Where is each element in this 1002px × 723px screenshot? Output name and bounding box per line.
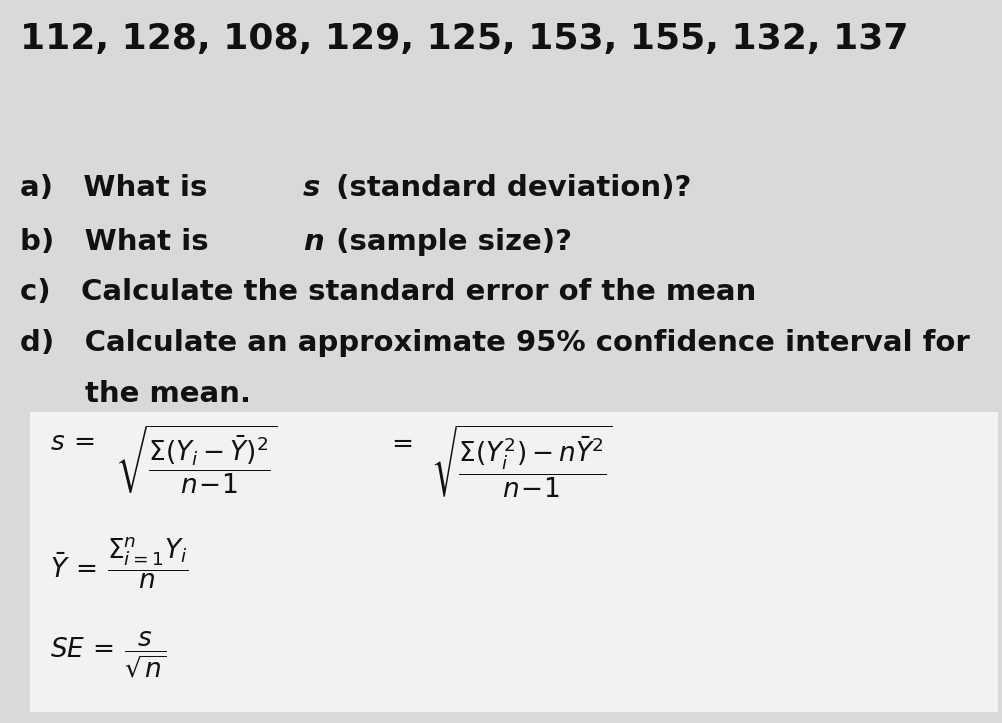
Text: $\bar{Y}\,=\,\dfrac{\Sigma_{i=1}^{n} Y_i}{n}$: $\bar{Y}\,=\,\dfrac{\Sigma_{i=1}^{n} Y_i… (50, 535, 188, 591)
Text: s: s (303, 174, 320, 202)
Text: n: n (303, 228, 324, 256)
Text: the mean.: the mean. (85, 380, 252, 408)
Text: d)   Calculate an approximate 95% confidence interval for: d) Calculate an approximate 95% confiden… (20, 329, 969, 357)
Text: $\sqrt{\dfrac{\Sigma(Y_i - \bar{Y})^2}{n\!-\!1}}$: $\sqrt{\dfrac{\Sigma(Y_i - \bar{Y})^2}{n… (115, 423, 278, 496)
Text: $s\,=$: $s\,=$ (50, 430, 94, 456)
FancyBboxPatch shape (30, 412, 997, 712)
Text: $\sqrt{\dfrac{\Sigma(Y_i^2)-n\bar{Y}^2}{n\!-\!1}}$: $\sqrt{\dfrac{\Sigma(Y_i^2)-n\bar{Y}^2}{… (431, 423, 612, 500)
Text: (standard deviation)?: (standard deviation)? (326, 174, 690, 202)
Text: a)   What is: a) What is (20, 174, 217, 202)
Text: $=$: $=$ (386, 430, 412, 456)
Text: b)   What is: b) What is (20, 228, 218, 256)
Text: $SE\,=\,\dfrac{s}{\sqrt{n}}$: $SE\,=\,\dfrac{s}{\sqrt{n}}$ (50, 629, 166, 680)
Text: (sample size)?: (sample size)? (326, 228, 571, 256)
Text: c)   Calculate the standard error of the mean: c) Calculate the standard error of the m… (20, 278, 756, 307)
Text: 112, 128, 108, 129, 125, 153, 155, 132, 137: 112, 128, 108, 129, 125, 153, 155, 132, … (20, 22, 908, 56)
